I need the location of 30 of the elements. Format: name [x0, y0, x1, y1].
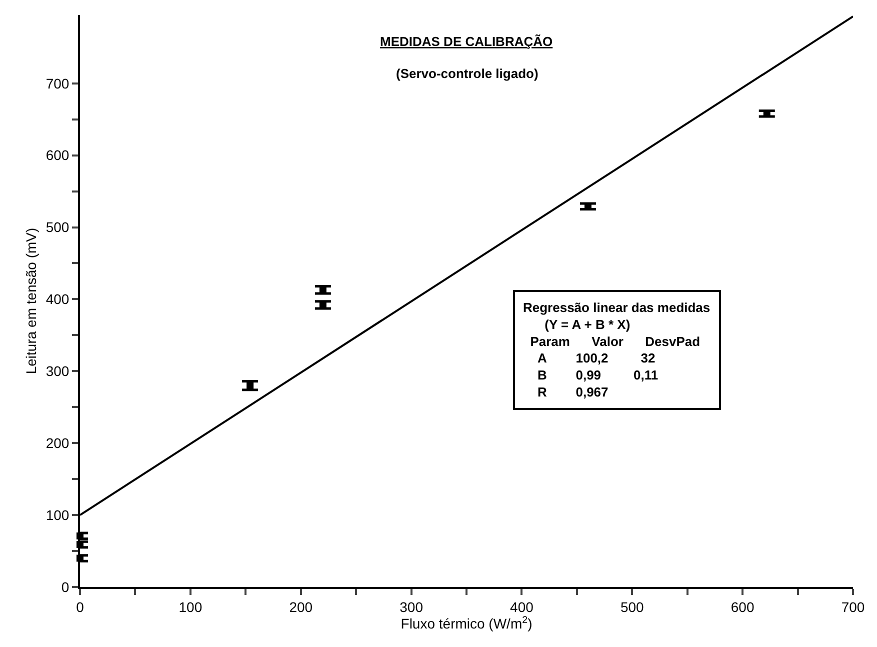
y-tick-label: 100: [46, 506, 70, 523]
y-axis-title: Leitura em tensão (mV): [22, 228, 39, 374]
text: R 0,967: [537, 384, 608, 400]
x-tick-label: 500: [620, 598, 644, 615]
x-tick-label: 0: [76, 598, 84, 615]
point: [76, 541, 84, 548]
point: [76, 532, 84, 540]
y-tick-label: 600: [46, 147, 70, 164]
text: MEDIDAS DE CALIBRAÇÃO: [380, 34, 553, 49]
point: [76, 554, 84, 562]
annotation: (Y = A + B * X): [523, 316, 630, 332]
y-tick-label: 700: [46, 75, 70, 92]
x-axis-title: Fluxo térmico (W/m$^{2}$): [400, 614, 532, 632]
y-tick-label: 400: [46, 291, 70, 308]
annotation: Regressão linear das medidas: [523, 300, 710, 315]
y-tick-label: 200: [46, 435, 70, 451]
y-tick-label: 300: [46, 363, 70, 380]
y-tick-label: 0: [61, 578, 70, 595]
text: B 0,99 0,11: [537, 368, 658, 383]
x-tick-label: 400: [510, 598, 534, 615]
x-tick-label: 600: [730, 598, 754, 615]
x-tick-label: 100: [178, 598, 202, 615]
x-tick-label: 300: [400, 598, 424, 615]
y-tick-label: 500: [46, 219, 70, 236]
text: A 100,2 32: [537, 350, 656, 366]
text: (Servo-controle ligado): [396, 66, 538, 81]
x-tick-label: 700: [841, 598, 865, 615]
x-tick-label: 200: [289, 598, 313, 615]
point: [246, 382, 254, 390]
text: Param Valor DesvPad: [530, 334, 700, 349]
